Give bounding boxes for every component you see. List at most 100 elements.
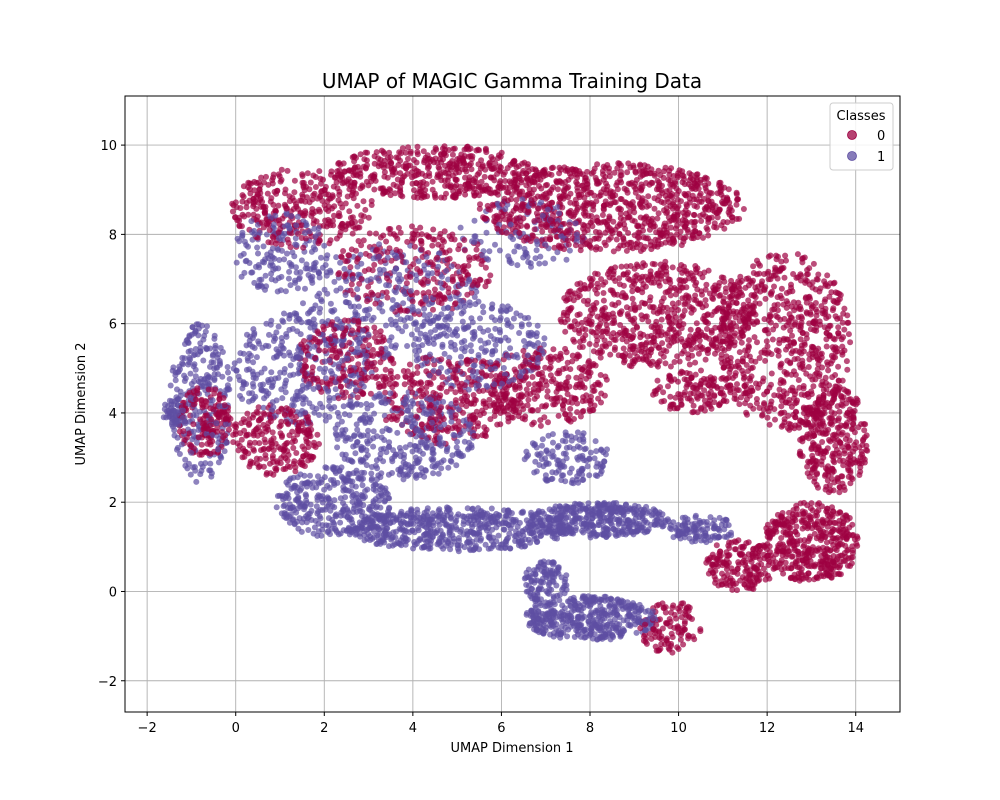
- scatter-point-class-0: [835, 324, 842, 331]
- scatter-point-class-1: [576, 444, 583, 451]
- scatter-point-class-0: [305, 440, 312, 446]
- scatter-point-class-0: [757, 262, 763, 269]
- scatter-point-class-0: [601, 239, 608, 246]
- scatter-point-class-0: [705, 232, 712, 239]
- scatter-point-class-0: [523, 386, 530, 393]
- scatter-point-class-1: [204, 323, 210, 330]
- scatter-point-class-0: [382, 366, 389, 373]
- scatter-point-class-0: [276, 423, 283, 430]
- scatter-point-class-0: [413, 289, 420, 296]
- scatter-point-class-0: [618, 263, 625, 270]
- scatter-point-class-0: [787, 327, 794, 334]
- scatter-point-class-0: [410, 261, 417, 268]
- scatter-point-class-0: [641, 300, 648, 307]
- scatter-point-class-1: [334, 444, 341, 451]
- scatter-point-class-1: [332, 386, 339, 393]
- scatter-point-class-1: [370, 443, 377, 450]
- scatter-point-class-1: [211, 332, 218, 339]
- scatter-point-class-0: [430, 275, 437, 282]
- scatter-point-class-0: [487, 416, 494, 423]
- scatter-point-class-0: [579, 408, 586, 415]
- scatter-point-class-0: [610, 248, 617, 255]
- scatter-point-class-1: [438, 465, 445, 472]
- scatter-point-class-0: [664, 229, 670, 236]
- scatter-point-class-1: [272, 277, 279, 284]
- scatter-point-class-0: [316, 168, 323, 175]
- scatter-point-class-0: [362, 206, 369, 213]
- scatter-point-class-0: [225, 426, 232, 433]
- scatter-point-class-0: [665, 176, 672, 183]
- scatter-point-class-1: [555, 442, 562, 449]
- scatter-point-class-0: [504, 189, 510, 196]
- scatter-point-class-0: [404, 170, 411, 177]
- scatter-point-class-0: [810, 383, 817, 390]
- scatter-point-class-0: [768, 381, 774, 388]
- scatter-point-class-0: [778, 535, 785, 541]
- scatter-point-class-0: [384, 249, 391, 256]
- scatter-point-class-1: [452, 346, 459, 353]
- scatter-point-class-1: [279, 247, 285, 254]
- scatter-point-class-1: [254, 244, 261, 251]
- scatter-point-class-0: [397, 229, 404, 236]
- scatter-point-class-1: [233, 259, 240, 266]
- scatter-point-class-0: [647, 630, 653, 637]
- scatter-point-class-1: [187, 471, 194, 478]
- scatter-point-class-0: [372, 329, 379, 336]
- scatter-point-class-0: [584, 227, 591, 234]
- scatter-point-class-0: [745, 368, 751, 374]
- scatter-point-class-1: [256, 264, 263, 271]
- scatter-point-class-0: [586, 373, 593, 380]
- scatter-point-class-0: [570, 297, 577, 304]
- scatter-point-class-0: [841, 326, 848, 333]
- scatter-point-class-0: [777, 364, 784, 371]
- scatter-point-class-0: [702, 286, 709, 293]
- scatter-point-class-1: [429, 510, 436, 517]
- scatter-point-class-1: [282, 288, 289, 295]
- scatter-point-class-1: [500, 365, 507, 371]
- scatter-point-class-1: [471, 217, 478, 224]
- scatter-point-class-0: [725, 186, 732, 193]
- scatter-point-class-1: [327, 507, 334, 514]
- scatter-point-class-1: [545, 460, 552, 467]
- scatter-point-class-1: [250, 359, 257, 366]
- scatter-point-class-0: [443, 426, 450, 433]
- scatter-point-class-1: [300, 300, 306, 307]
- scatter-point-class-0: [660, 389, 667, 396]
- scatter-point-class-0: [632, 273, 639, 280]
- scatter-point-class-1: [316, 290, 323, 297]
- scatter-point-class-0: [254, 213, 261, 220]
- scatter-point-class-0: [738, 339, 745, 346]
- scatter-point-class-0: [658, 316, 665, 323]
- scatter-point-class-1: [202, 328, 209, 335]
- scatter-point-class-0: [825, 367, 832, 374]
- scatter-point-class-1: [415, 258, 422, 265]
- scatter-point-class-0: [854, 542, 861, 549]
- scatter-point-class-0: [285, 452, 292, 458]
- scatter-point-class-0: [418, 380, 425, 387]
- scatter-point-class-1: [268, 317, 275, 324]
- scatter-point-class-0: [284, 439, 291, 446]
- scatter-point-class-0: [491, 413, 498, 419]
- scatter-point-class-1: [457, 224, 464, 231]
- scatter-point-class-0: [411, 235, 418, 242]
- scatter-point-class-1: [550, 439, 556, 446]
- scatter-point-class-1: [445, 464, 452, 471]
- scatter-point-class-1: [593, 448, 600, 455]
- scatter-point-class-0: [400, 368, 407, 374]
- scatter-point-class-1: [564, 633, 571, 640]
- scatter-point-class-1: [337, 519, 344, 526]
- scatter-point-class-0: [623, 247, 630, 254]
- scatter-point-class-0: [349, 230, 356, 237]
- scatter-point-class-0: [579, 344, 586, 350]
- scatter-point-class-0: [745, 297, 752, 304]
- scatter-point-class-0: [788, 350, 795, 357]
- scatter-point-class-0: [778, 285, 785, 292]
- scatter-point-class-0: [756, 300, 763, 307]
- scatter-point-class-1: [521, 456, 528, 463]
- scatter-point-class-1: [260, 404, 267, 411]
- scatter-point-class-1: [414, 506, 421, 513]
- scatter-point-class-1: [394, 429, 401, 436]
- scatter-point-class-0: [679, 313, 685, 320]
- scatter-point-class-1: [560, 450, 567, 457]
- scatter-point-class-1: [332, 430, 339, 437]
